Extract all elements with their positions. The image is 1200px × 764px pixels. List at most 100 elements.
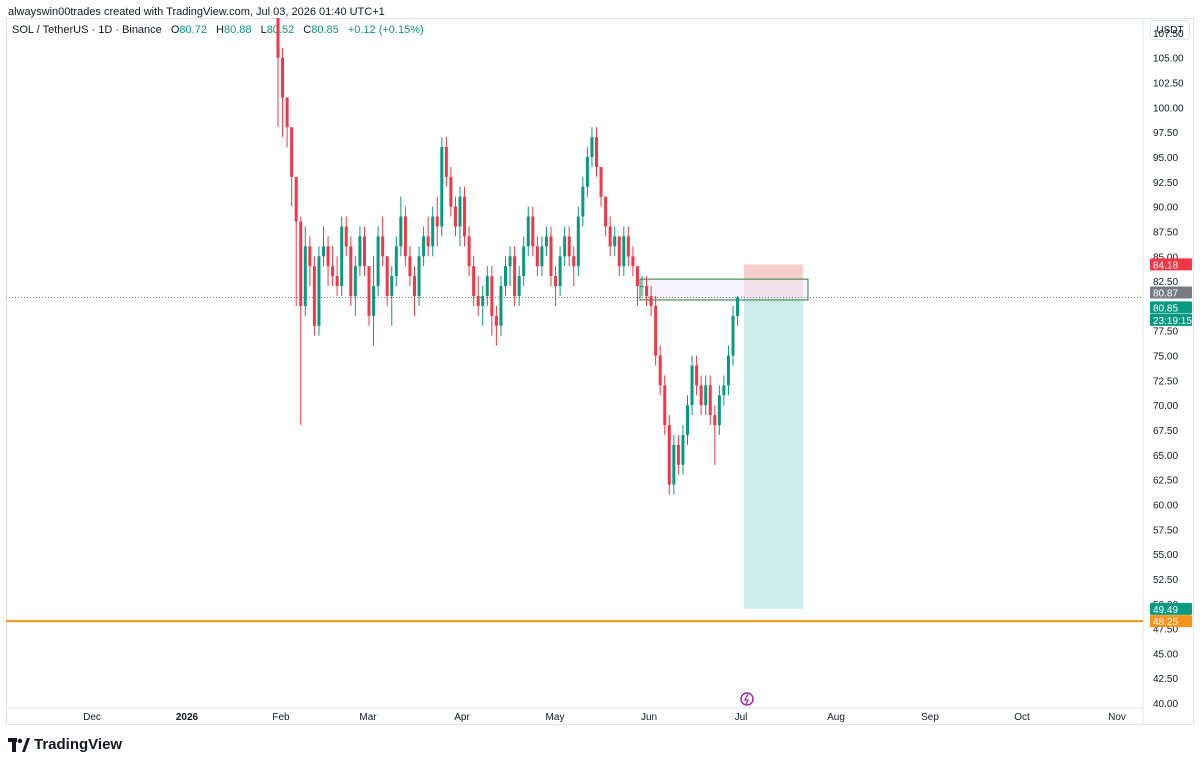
- candle-body: [676, 444, 680, 465]
- candle-body: [526, 216, 530, 247]
- candle-body: [290, 127, 294, 177]
- candle-body: [645, 286, 649, 296]
- candle-body: [467, 236, 471, 267]
- candle-body: [353, 266, 357, 296]
- candle-body: [367, 266, 371, 316]
- supply-zone-box: [639, 278, 809, 301]
- candle-body: [485, 276, 489, 296]
- price-tag-label: 49.49: [1153, 605, 1178, 616]
- price-tick-label: 40.00: [1153, 699, 1178, 710]
- chart-frame: [6, 18, 1194, 725]
- price-tick-label: 105.00: [1153, 54, 1184, 65]
- brand-name: TradingView: [34, 736, 123, 753]
- candle-body: [726, 355, 730, 386]
- candle-body: [494, 315, 498, 326]
- candle-body: [276, 18, 280, 58]
- time-axis-label: Mar: [359, 712, 377, 723]
- price-tag-label: 48.25: [1153, 617, 1178, 628]
- candle-body: [599, 166, 603, 197]
- price-tick-label: 85.00: [1153, 252, 1178, 263]
- tradingview-logo-icon: [8, 737, 30, 752]
- candle-body: [699, 385, 703, 406]
- price-tick-label: 102.50: [1153, 79, 1184, 90]
- candle-body: [335, 276, 339, 287]
- time-axis-label: Aug: [827, 712, 845, 723]
- candle-body: [281, 57, 285, 98]
- time-axis-label: Feb: [272, 712, 290, 723]
- candle-body: [508, 256, 512, 267]
- price-tick-label: 52.50: [1153, 575, 1178, 586]
- candle-body: [426, 236, 430, 247]
- candle-body: [422, 236, 426, 257]
- low-value: 80.52: [266, 24, 295, 36]
- candle-body: [322, 246, 325, 257]
- candle-body: [481, 295, 485, 306]
- candle-body: [299, 221, 303, 306]
- candle-body: [649, 295, 653, 306]
- candle-body: [463, 196, 467, 237]
- candle-body: [317, 256, 321, 326]
- candle-body: [704, 385, 708, 406]
- candle-body: [554, 276, 558, 287]
- symbol-name: SOL / TetherUS · 1D · Binance: [12, 24, 162, 36]
- candle-body: [690, 365, 694, 406]
- candle-body: [458, 196, 462, 227]
- candle-body: [522, 246, 526, 277]
- price-tick-label: 72.50: [1153, 376, 1178, 387]
- price-tick-label: 65.00: [1153, 451, 1178, 462]
- candle-body: [349, 246, 353, 296]
- candle-body: [576, 216, 580, 267]
- candle-body: [517, 276, 521, 296]
- profit-target-zone: [744, 297, 803, 609]
- price-tick-label: 90.00: [1153, 203, 1178, 214]
- candle-body: [413, 276, 416, 296]
- time-axis-label: 2026: [176, 712, 199, 723]
- candle-body: [499, 286, 503, 326]
- price-tick-label: 62.50: [1153, 476, 1178, 487]
- close-value: 80.85: [311, 24, 339, 36]
- candle-body: [708, 385, 712, 416]
- chart-author-caption: alwayswin00trades created with TradingVi…: [8, 6, 385, 18]
- time-axis-label: Oct: [1014, 712, 1030, 723]
- currency-unit-button[interactable]: USDT: [1150, 20, 1190, 40]
- candle-body: [344, 226, 348, 247]
- candle-body: [736, 297, 740, 316]
- candle-body: [672, 444, 676, 485]
- price-tag: [1150, 301, 1192, 314]
- candle-body: [558, 256, 562, 287]
- price-tag-label: 80.87: [1153, 289, 1178, 300]
- candle-body: [631, 256, 635, 267]
- candle-body: [417, 256, 421, 296]
- candle-body: [408, 256, 412, 277]
- candle-body: [294, 176, 298, 222]
- candle-body: [435, 216, 439, 227]
- candle-body: [686, 405, 689, 435]
- candle-body: [394, 246, 398, 277]
- price-tag: [1150, 602, 1192, 615]
- candle-body: [381, 236, 385, 257]
- change-value: +0.12 (+0.15%): [347, 24, 424, 36]
- time-axis-label: Nov: [1108, 712, 1126, 723]
- candle-body: [731, 315, 735, 356]
- candle-body: [444, 147, 448, 177]
- price-tag: [1150, 286, 1192, 299]
- candle-body: [572, 256, 576, 267]
- candle-body: [362, 236, 366, 267]
- price-tag-label: 84.18: [1153, 260, 1178, 271]
- time-axis-label: Jul: [735, 712, 748, 723]
- time-axis-label: Jun: [641, 712, 657, 723]
- price-tick-label: 67.50: [1153, 426, 1178, 437]
- price-tick-label: 100.00: [1153, 103, 1184, 114]
- open-label: O: [170, 24, 180, 36]
- candle-body: [308, 246, 312, 267]
- candle-body: [585, 156, 589, 187]
- lightning-icon: [743, 693, 750, 705]
- candle-body: [390, 276, 394, 296]
- candle-body: [358, 236, 362, 267]
- candle-body: [654, 305, 658, 356]
- candle-body: [340, 226, 344, 287]
- price-tick-label: 92.50: [1153, 178, 1178, 189]
- candle-body: [504, 266, 507, 287]
- candle-body: [681, 434, 685, 465]
